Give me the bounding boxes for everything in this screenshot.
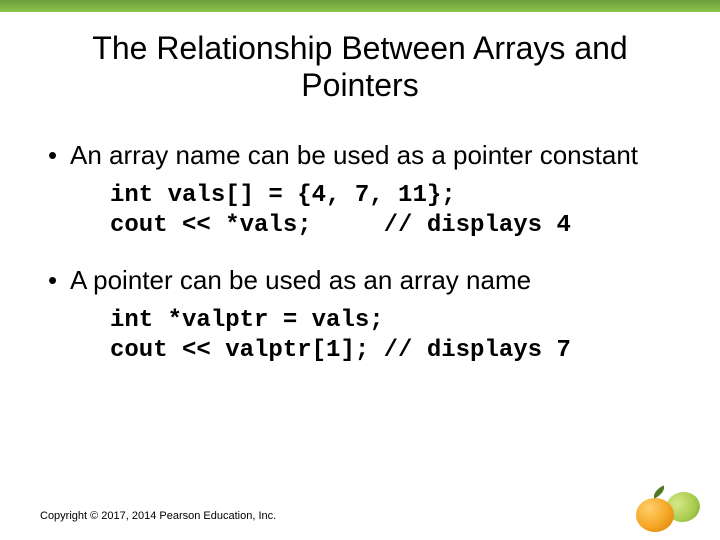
- slide-container: The Relationship Between Arrays and Poin…: [0, 0, 720, 540]
- leaf-icon: [651, 485, 667, 498]
- bullet-text: A pointer can be used as an array name: [70, 265, 680, 296]
- code-block: int vals[] = {4, 7, 11}; cout << *vals; …: [110, 181, 680, 241]
- orange-icon: [636, 498, 674, 532]
- slide-title: The Relationship Between Arrays and Poin…: [40, 30, 680, 104]
- bullet-marker: •: [48, 140, 70, 171]
- bullet-item: • A pointer can be used as an array name: [48, 265, 680, 296]
- bullet-marker: •: [48, 265, 70, 296]
- footer-copyright: Copyright © 2017, 2014 Pearson Education…: [40, 510, 680, 522]
- code-block: int *valptr = vals; cout << valptr[1]; /…: [110, 306, 680, 366]
- fruit-decoration: [630, 492, 700, 532]
- bullet-text: An array name can be used as a pointer c…: [70, 140, 680, 171]
- bullet-item: • An array name can be used as a pointer…: [48, 140, 680, 171]
